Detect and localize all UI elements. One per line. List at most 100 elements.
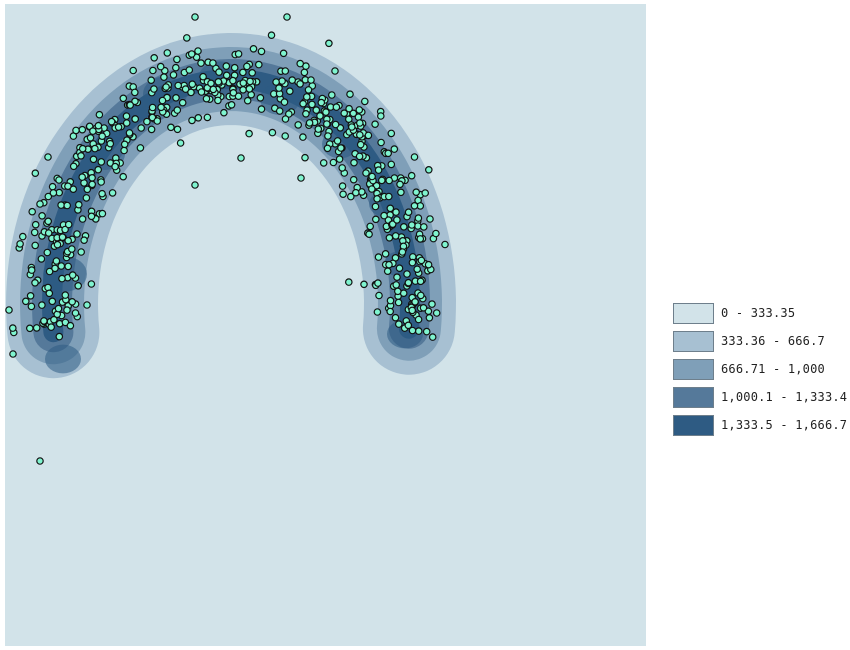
sample-point-outlier[interactable] [5, 306, 13, 314]
sample-point[interactable] [107, 117, 116, 126]
sample-point[interactable] [157, 103, 165, 112]
sample-point[interactable] [397, 188, 405, 197]
sample-point[interactable] [197, 59, 205, 67]
sample-point[interactable] [255, 60, 263, 69]
sample-point[interactable] [47, 323, 56, 331]
sample-point[interactable] [122, 112, 131, 120]
sample-point[interactable] [158, 96, 167, 105]
sample-point[interactable] [243, 62, 251, 71]
sample-point[interactable] [89, 127, 97, 135]
sample-point[interactable] [98, 189, 106, 198]
sample-point[interactable] [373, 308, 382, 316]
sample-point[interactable] [150, 53, 159, 62]
sample-point[interactable] [77, 248, 86, 256]
sample-point[interactable] [403, 270, 411, 278]
sample-point-outlier[interactable] [36, 457, 44, 465]
sample-point[interactable] [296, 59, 305, 68]
sample-point[interactable] [275, 107, 284, 115]
sample-point[interactable] [75, 200, 83, 209]
sample-point[interactable] [209, 85, 218, 94]
sample-point[interactable] [214, 78, 223, 86]
sample-point[interactable] [345, 104, 353, 113]
sample-point[interactable] [268, 128, 277, 137]
sample-point-outlier[interactable] [191, 181, 199, 189]
sample-point[interactable] [360, 97, 369, 106]
sample-point[interactable] [147, 125, 156, 134]
sample-point[interactable] [387, 129, 396, 138]
sample-point[interactable] [331, 120, 340, 129]
sample-point[interactable] [391, 313, 400, 322]
sample-point[interactable] [374, 253, 383, 261]
sample-point[interactable] [424, 166, 433, 174]
sample-point[interactable] [385, 260, 393, 269]
sample-point[interactable] [281, 67, 290, 75]
sample-point[interactable] [421, 189, 430, 197]
sample-point[interactable] [181, 85, 190, 93]
sample-point[interactable] [428, 300, 436, 308]
sample-point[interactable] [239, 86, 247, 94]
sample-point[interactable] [371, 120, 379, 129]
sample-point[interactable] [147, 76, 156, 85]
sample-point[interactable] [305, 119, 314, 127]
sample-point[interactable] [412, 188, 421, 197]
sample-point[interactable] [317, 98, 326, 107]
sample-point[interactable] [187, 50, 196, 58]
sample-point[interactable] [68, 245, 76, 253]
sample-point[interactable] [256, 94, 265, 102]
sample-point[interactable] [174, 81, 183, 90]
sample-point[interactable] [131, 88, 139, 97]
sample-point[interactable] [160, 73, 168, 81]
sample-point[interactable] [44, 192, 53, 201]
sample-point[interactable] [312, 106, 321, 114]
sample-point[interactable] [188, 80, 197, 89]
sample-point[interactable] [106, 139, 115, 148]
sample-point[interactable] [327, 91, 336, 99]
sample-point[interactable] [272, 78, 280, 86]
sample-point[interactable] [94, 121, 103, 130]
sample-point[interactable] [69, 162, 78, 171]
sample-point[interactable] [58, 233, 67, 241]
sample-point[interactable] [88, 180, 97, 189]
sample-point[interactable] [131, 115, 140, 123]
sample-point[interactable] [49, 189, 58, 197]
sample-point[interactable] [391, 232, 400, 240]
sample-point[interactable] [9, 324, 17, 332]
sample-point[interactable] [349, 175, 358, 184]
sample-point[interactable] [243, 96, 252, 105]
sample-point[interactable] [339, 190, 347, 199]
sample-point[interactable] [408, 306, 417, 315]
sample-point[interactable] [294, 121, 303, 129]
sample-point[interactable] [77, 152, 85, 160]
sample-point[interactable] [98, 132, 107, 141]
sample-point[interactable] [45, 267, 54, 276]
sample-point[interactable] [119, 94, 128, 103]
sample-point[interactable] [377, 138, 385, 147]
sample-point[interactable] [176, 139, 185, 147]
sample-point[interactable] [74, 281, 83, 290]
sample-point[interactable] [148, 103, 157, 112]
sample-point[interactable] [185, 66, 194, 74]
sample-point[interactable] [30, 228, 39, 237]
sample-point[interactable] [416, 235, 425, 243]
sample-point[interactable] [362, 169, 370, 177]
sample-point[interactable] [375, 291, 383, 300]
sample-point[interactable] [58, 274, 66, 283]
sample-point[interactable] [316, 112, 324, 120]
sample-point[interactable] [136, 144, 145, 152]
sample-point[interactable] [229, 76, 237, 85]
sample-point[interactable] [68, 297, 76, 306]
sample-point[interactable] [332, 103, 341, 111]
sample-point[interactable] [64, 182, 72, 191]
sample-point-outlier[interactable] [191, 13, 199, 21]
sample-point[interactable] [393, 287, 402, 296]
sample-point[interactable] [385, 176, 394, 185]
sample-point[interactable] [356, 140, 365, 149]
sample-point[interactable] [432, 229, 440, 238]
sample-point[interactable] [44, 229, 53, 237]
sample-point[interactable] [355, 106, 364, 114]
sample-point[interactable] [187, 88, 195, 97]
sample-point[interactable] [88, 174, 96, 182]
sample-point[interactable] [428, 333, 437, 341]
sample-point[interactable] [308, 100, 316, 109]
sample-point[interactable] [31, 220, 40, 229]
